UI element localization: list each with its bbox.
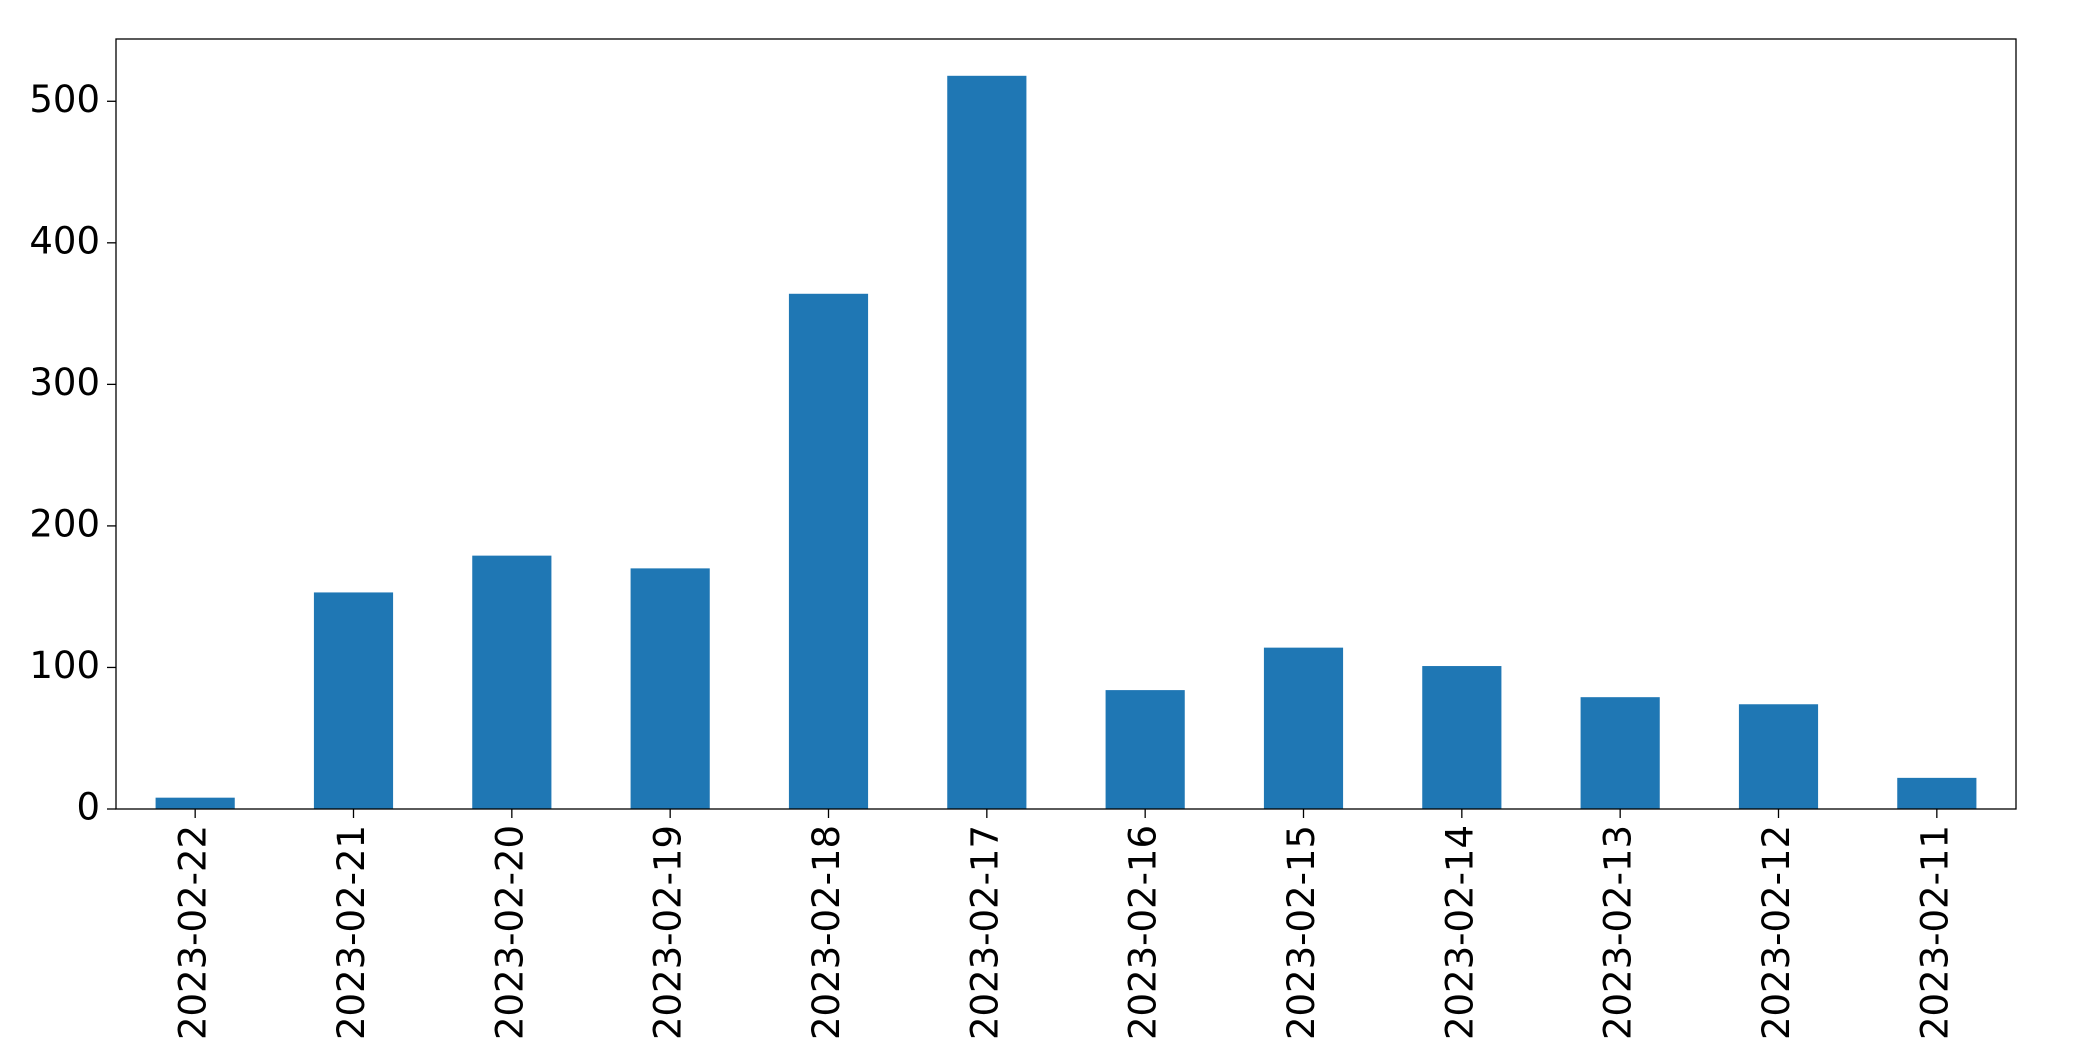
- x-tick-label: 2023-02-14: [1438, 825, 1481, 1040]
- bar: [788, 293, 869, 809]
- bar: [313, 592, 394, 809]
- y-tick-label: 400: [29, 219, 100, 262]
- x-tick-label: 2023-02-15: [1280, 825, 1323, 1040]
- bar: [1422, 666, 1502, 809]
- x-tick-label: 2023-02-11: [1913, 825, 1956, 1040]
- y-tick-label: 100: [29, 644, 100, 687]
- x-tick-label: 2023-02-17: [963, 825, 1006, 1040]
- y-tick-label: 0: [76, 786, 100, 829]
- bar: [472, 555, 552, 809]
- x-tick-label: 2023-02-12: [1755, 825, 1798, 1040]
- x-tick-label: 2023-02-22: [172, 825, 215, 1040]
- bar: [155, 797, 235, 809]
- x-tick-label: 2023-02-18: [805, 825, 848, 1040]
- x-tick-label: 2023-02-21: [330, 825, 373, 1040]
- y-tick-label: 200: [29, 502, 100, 545]
- bar: [630, 568, 710, 809]
- bar: [1263, 647, 1344, 809]
- bar: [1105, 690, 1185, 809]
- x-tick-label: 2023-02-19: [647, 825, 690, 1040]
- y-tick-label: 300: [29, 361, 100, 404]
- x-tick-label: 2023-02-20: [488, 825, 531, 1040]
- plot-frame: [115, 38, 2017, 810]
- x-tick-label: 2023-02-16: [1122, 825, 1165, 1040]
- x-tick-label: 2023-02-13: [1597, 825, 1640, 1040]
- bar: [1580, 697, 1660, 809]
- bar: [947, 75, 1027, 810]
- bar: [1897, 777, 1977, 809]
- y-tick-label: 500: [29, 78, 100, 121]
- bar: [1738, 704, 1819, 809]
